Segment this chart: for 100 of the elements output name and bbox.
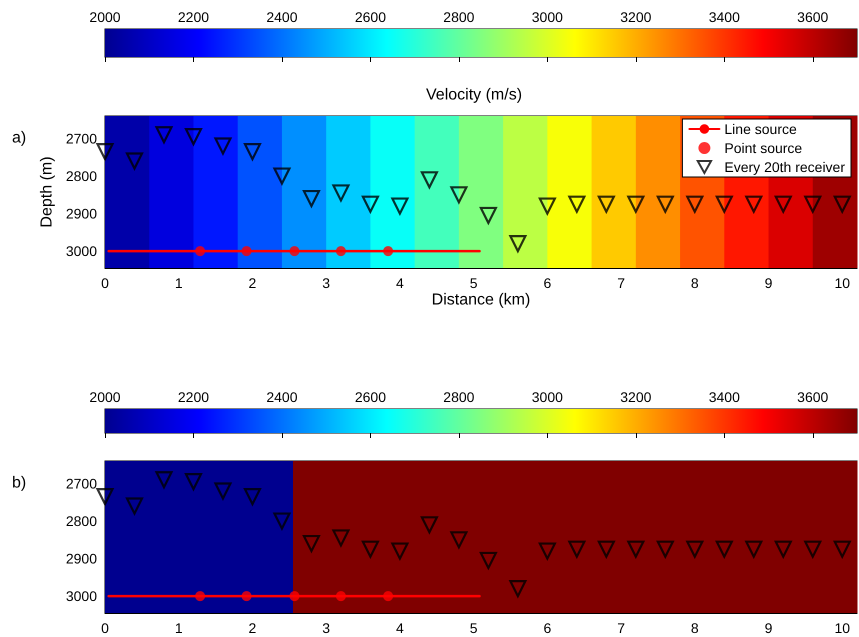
point — [834, 196, 851, 213]
x-tick-label: 4 — [396, 620, 404, 636]
point — [420, 171, 438, 188]
x-tick-label: 9 — [764, 275, 773, 291]
point — [834, 540, 851, 558]
legend-label: Line source — [724, 121, 797, 137]
text: b) — [12, 474, 26, 492]
point — [450, 186, 468, 204]
point — [598, 540, 615, 558]
point — [716, 196, 733, 213]
point — [509, 580, 526, 598]
point — [568, 540, 586, 558]
y-axis-title: Depth (m) — [38, 156, 56, 228]
x-tick-label: 4 — [396, 275, 404, 291]
color-bar-label: 2000 — [89, 389, 121, 405]
x-tick-label: 8 — [690, 275, 699, 291]
color-bar-label: 3000 — [532, 389, 564, 405]
point — [420, 516, 438, 534]
color-bar-label: 3600 — [797, 389, 829, 405]
y-tick-label: 3000 — [66, 588, 98, 604]
x-tick-label: 0 — [101, 620, 110, 636]
x-tick-label: 10 — [834, 275, 850, 291]
point — [242, 246, 252, 256]
x-tick-label: 10 — [834, 620, 850, 636]
x-tick-label: 7 — [617, 275, 626, 291]
point — [450, 531, 468, 548]
legend-label: Point source — [724, 140, 802, 156]
point — [184, 473, 202, 490]
point — [126, 152, 144, 170]
x-tick-label: 3 — [322, 275, 330, 291]
point — [289, 246, 300, 256]
color-bar-label: 2800 — [443, 389, 475, 405]
x-tick-label: 3 — [322, 620, 330, 636]
point — [332, 184, 350, 202]
point — [383, 591, 394, 602]
point — [383, 246, 394, 256]
x-tick-label: 1 — [174, 275, 183, 291]
point — [686, 540, 704, 558]
color-bar-label: 3600 — [797, 9, 829, 25]
point — [96, 488, 114, 506]
point — [716, 540, 733, 558]
y-tick-label: 2700 — [66, 130, 98, 147]
color-bar-label: 2000 — [89, 9, 121, 25]
color-bar-title: Velocity (m/s) — [426, 86, 522, 104]
point — [155, 126, 173, 144]
point — [273, 167, 291, 185]
x-tick-label: 2 — [248, 620, 257, 636]
point — [627, 540, 644, 558]
x-tick-label: 7 — [617, 620, 626, 636]
point — [289, 591, 300, 602]
color-bar-label: 2800 — [443, 9, 475, 25]
point — [627, 196, 644, 213]
x-tick-label: 1 — [174, 620, 183, 636]
y-tick-label: 2800 — [66, 168, 98, 184]
point — [568, 196, 586, 213]
point — [745, 196, 762, 213]
point — [336, 591, 346, 602]
point — [686, 196, 704, 213]
point — [273, 512, 291, 530]
x-tick-label: 0 — [101, 275, 110, 291]
y-tick-label: 2800 — [66, 513, 98, 530]
color-bar-label: 2600 — [354, 9, 386, 25]
y-tick-label: 2900 — [66, 550, 98, 567]
point — [538, 197, 556, 215]
point — [155, 471, 173, 488]
point — [126, 497, 144, 515]
point — [391, 542, 408, 560]
point — [244, 488, 262, 506]
point — [242, 591, 252, 602]
x-tick-label: 6 — [543, 620, 552, 636]
point — [302, 534, 320, 552]
point — [362, 540, 380, 558]
color-bar-label: 2200 — [178, 9, 210, 25]
point — [214, 482, 232, 500]
point — [391, 197, 408, 215]
point — [480, 552, 497, 570]
x-tick-label: 5 — [470, 620, 478, 636]
point — [804, 196, 822, 213]
point — [774, 196, 792, 213]
color-bar-label: 2600 — [354, 389, 386, 405]
color-bar-label: 3000 — [532, 9, 564, 25]
x-tick-label: 2 — [248, 275, 257, 291]
point — [214, 137, 232, 155]
color-bar-label: 3400 — [708, 9, 740, 25]
point — [509, 235, 526, 252]
point — [332, 529, 350, 547]
point — [774, 540, 792, 558]
point — [538, 542, 556, 560]
y-tick-label: 2900 — [66, 206, 98, 222]
point — [195, 591, 206, 602]
color-bar-label: 3400 — [708, 389, 740, 405]
color-bar-label: 2400 — [266, 389, 298, 405]
legend-label: Every 20th receiver — [724, 159, 846, 175]
color-bar-label: 3200 — [620, 389, 652, 405]
x-tick-label: 5 — [470, 275, 478, 291]
point — [656, 196, 674, 213]
color-bar-label: 2200 — [178, 389, 210, 405]
y-tick-label: 3000 — [66, 243, 98, 260]
point — [302, 190, 320, 208]
point — [244, 143, 262, 160]
